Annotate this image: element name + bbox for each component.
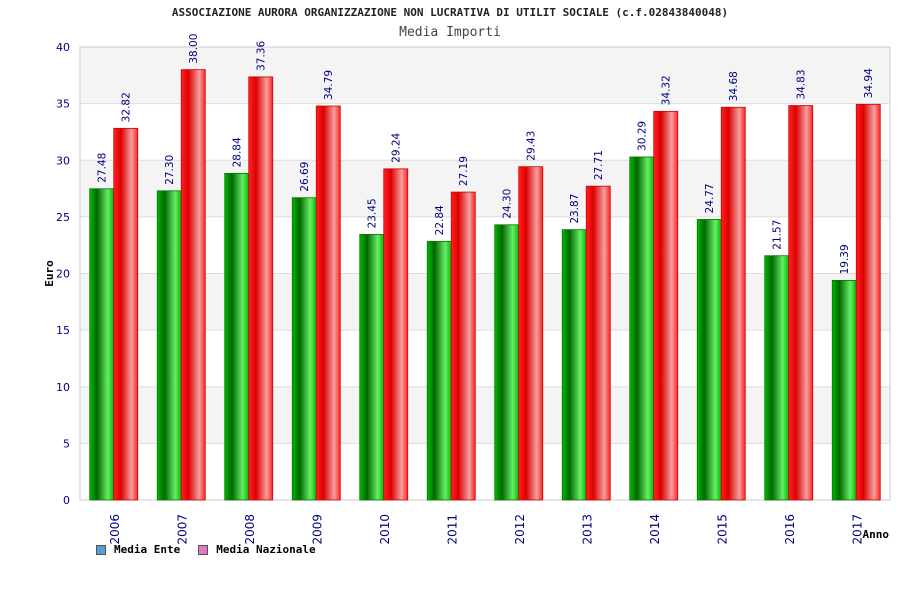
bar-media-nazionale xyxy=(315,105,341,501)
x-tick-label: 2006 xyxy=(108,514,122,545)
y-tick-label: 0 xyxy=(63,494,70,507)
bar-media-nazionale xyxy=(585,185,611,501)
bar-media-ente xyxy=(561,229,587,501)
bar-media-ente xyxy=(764,255,790,501)
plot-band xyxy=(80,103,890,161)
bar-media-nazionale xyxy=(855,103,881,501)
data-label: 34.32 xyxy=(661,75,673,105)
x-tick-label: 2010 xyxy=(378,514,392,545)
data-label: 22.84 xyxy=(434,205,446,235)
bar-media-ente xyxy=(89,188,115,501)
data-label: 27.71 xyxy=(593,150,605,180)
x-axis-label: Anno xyxy=(863,528,890,541)
data-label: 27.30 xyxy=(164,155,176,185)
data-label: 21.57 xyxy=(772,220,784,250)
bar-media-ente xyxy=(224,172,250,501)
data-label: 29.24 xyxy=(391,132,403,162)
x-tick-label: 2014 xyxy=(648,514,662,545)
bar-media-ente xyxy=(494,224,520,501)
data-label: 24.30 xyxy=(502,189,514,219)
x-tick-label: 2007 xyxy=(175,514,189,545)
x-tick-label: 2008 xyxy=(243,514,257,545)
plot-band xyxy=(80,443,890,500)
y-axis-label: Euro xyxy=(43,260,56,287)
chart-title: ASSOCIAZIONE AURORA ORGANIZZAZIONE NON L… xyxy=(171,6,729,19)
bar-media-ente xyxy=(426,240,452,501)
bar-media-nazionale xyxy=(720,106,746,501)
legend-item-media-ente: Media Ente xyxy=(96,543,180,556)
bar-media-nazionale xyxy=(383,168,409,501)
bar-media-nazionale xyxy=(248,76,274,501)
data-label: 23.45 xyxy=(367,198,379,228)
x-tick-label: 2013 xyxy=(580,514,594,545)
data-label: 26.69 xyxy=(299,162,311,192)
bar-media-nazionale xyxy=(653,110,679,501)
plot-band xyxy=(80,216,890,274)
bar-media-nazionale xyxy=(450,191,476,501)
data-label: 19.39 xyxy=(839,244,851,274)
y-tick-label: 10 xyxy=(56,381,70,394)
y-tick-label: 30 xyxy=(56,154,70,167)
bar-media-nazionale xyxy=(113,127,139,501)
data-label: 29.43 xyxy=(526,131,538,161)
legend: Media Ente Media Nazionale xyxy=(96,543,316,556)
y-tick-label: 5 xyxy=(63,437,70,450)
bar-media-nazionale xyxy=(180,69,206,501)
bar-media-ente xyxy=(629,156,655,501)
data-label: 34.94 xyxy=(863,68,875,98)
data-label: 24.77 xyxy=(704,183,716,213)
x-tick-label: 2016 xyxy=(783,514,797,545)
data-label: 28.84 xyxy=(232,137,244,167)
data-label: 27.48 xyxy=(97,153,109,183)
chart-subtitle: Media Importi xyxy=(399,25,501,40)
legend-swatch-media-ente xyxy=(96,544,106,555)
x-tick-label: 2012 xyxy=(513,514,527,545)
data-label: 32.82 xyxy=(121,92,133,122)
plot-band xyxy=(80,386,890,444)
x-tick-label: 2011 xyxy=(445,514,459,545)
bar-media-ente xyxy=(156,190,182,501)
y-tick-label: 25 xyxy=(56,211,70,224)
bar-media-ente xyxy=(831,280,857,501)
data-label: 30.29 xyxy=(637,121,649,151)
x-tick-label: 2017 xyxy=(850,514,864,545)
x-tick-label: 2009 xyxy=(310,514,324,545)
legend-label-media-nazionale: Media Nazionale xyxy=(216,543,316,556)
y-tick-label: 35 xyxy=(56,98,70,111)
data-label: 27.19 xyxy=(458,156,470,186)
bar-media-ente xyxy=(696,219,722,501)
legend-swatch-media-nazionale xyxy=(198,544,209,555)
data-label: 37.36 xyxy=(256,41,268,71)
plot-band xyxy=(80,47,890,104)
plot-band xyxy=(80,330,890,387)
y-tick-label: 15 xyxy=(56,324,70,337)
legend-label-media-ente: Media Ente xyxy=(114,543,181,556)
plot-frame xyxy=(79,46,891,501)
data-label: 34.83 xyxy=(796,69,808,99)
plot-band xyxy=(80,273,890,331)
plot-band xyxy=(80,160,890,217)
bar-media-nazionale xyxy=(788,105,814,501)
legend-item-media-nazionale: Media Nazionale xyxy=(198,543,316,556)
data-label: 34.68 xyxy=(728,71,740,101)
bar-media-ente xyxy=(291,197,317,501)
y-tick-label: 20 xyxy=(56,268,70,281)
x-tick-label: 2015 xyxy=(715,514,729,545)
bar-media-ente xyxy=(359,234,385,501)
data-label: 34.79 xyxy=(323,70,335,100)
data-label: 23.87 xyxy=(569,194,581,224)
data-label: 38.00 xyxy=(188,34,200,64)
bar-media-nazionale xyxy=(518,166,544,501)
y-tick-label: 40 xyxy=(56,41,70,54)
